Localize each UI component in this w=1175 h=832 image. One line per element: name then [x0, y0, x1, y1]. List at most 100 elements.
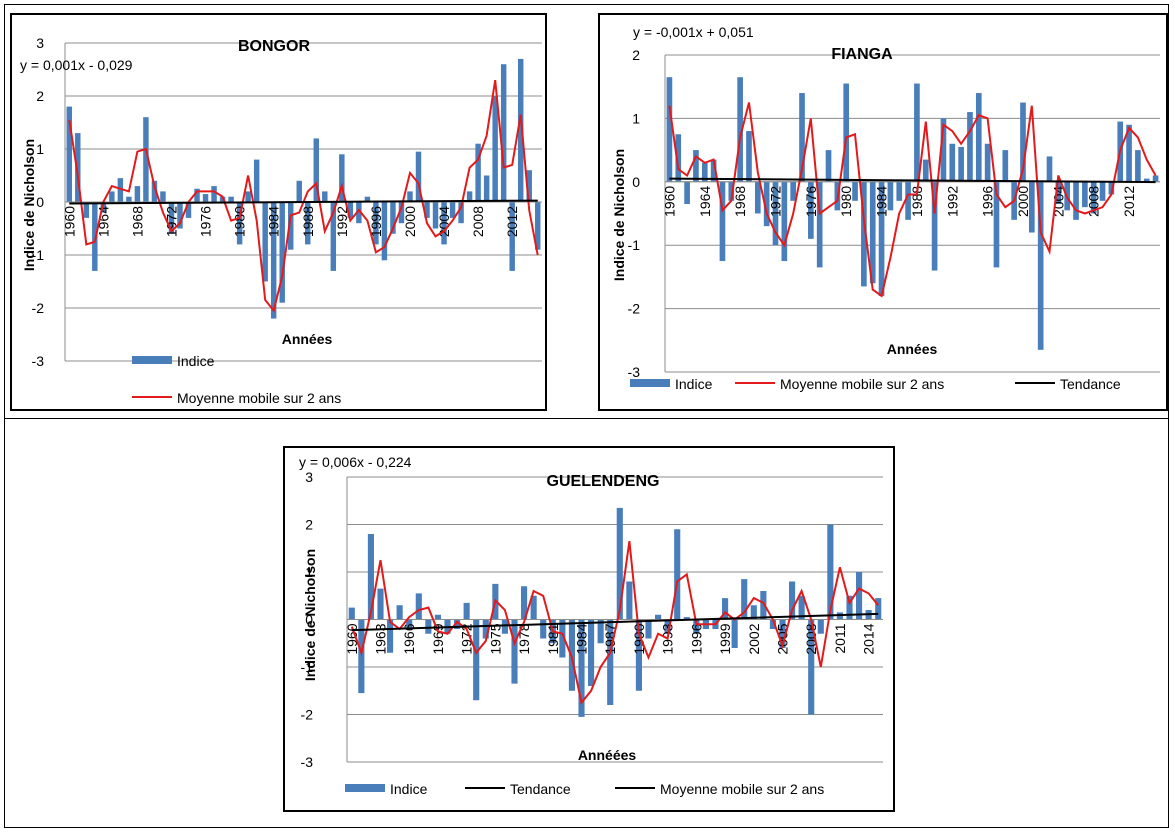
bar-1984 [270, 202, 277, 319]
bar-1998 [390, 202, 396, 234]
trend-equation: y = 0,001x - 0,029 [20, 57, 133, 73]
bar-2000 [407, 191, 413, 202]
bar-1968 [737, 77, 743, 182]
bar-1977 [511, 619, 518, 684]
bar-1986 [896, 181, 903, 201]
bar-1993 [958, 146, 964, 182]
bar-1966 [406, 619, 413, 629]
bar-1992 [339, 154, 345, 202]
bar-1996 [373, 202, 379, 245]
x-tick-label: 1976 [198, 206, 214, 237]
bar-1989 [626, 581, 633, 620]
bar-1982 [559, 619, 566, 658]
x-axis-title: Années [282, 331, 333, 347]
bar-1966 [117, 178, 124, 202]
x-tick-label: 1984 [874, 186, 890, 217]
x-tick-label: 1960 [61, 206, 77, 237]
bar-2003 [1046, 156, 1053, 182]
x-tick-label: 2002 [746, 623, 762, 654]
bar-1989 [313, 138, 320, 202]
moving-average-line [668, 102, 1157, 298]
y-axis-title: Indice de Nicholson [611, 149, 627, 281]
bar-1969 [143, 117, 149, 202]
bar-1975 [799, 93, 805, 182]
bar-1999 [398, 202, 405, 224]
bar-2014 [1143, 178, 1150, 182]
bar-2005 [779, 619, 786, 648]
bar-1982 [861, 181, 867, 287]
y-tick-label: -1 [32, 247, 45, 263]
chart-title: BONGOR [238, 38, 310, 55]
y-tick-label: 2 [305, 517, 313, 533]
bar-1967 [415, 593, 422, 620]
bar-1974 [185, 202, 192, 218]
bar-2006 [458, 202, 464, 224]
chart-fianga: 2 1 0 -1 -2 -3 1960 1964 1968 1972 1976 1980 1984 198… [611, 24, 1160, 392]
bar-2006 [1073, 181, 1079, 220]
x-tick-label: 1996 [368, 206, 384, 237]
bar-2013 [517, 58, 524, 203]
bar-1974 [482, 619, 489, 639]
x-tick-label: 1960 [661, 186, 677, 217]
x-tick-label: 1964 [95, 206, 111, 237]
chart-title: FIANGA [831, 46, 893, 63]
x-tick-label: 1972 [163, 206, 179, 237]
legend-label: Indice [390, 781, 428, 797]
bar-1980 [236, 202, 243, 245]
x-tick-label: 1972 [459, 623, 475, 654]
bar-1964 [100, 202, 107, 213]
bar-1972 [168, 202, 175, 234]
y-tick-label: -3 [301, 754, 314, 770]
bar-2015 [535, 202, 541, 250]
bar-1998 [1002, 150, 1009, 182]
bar-1984 [878, 181, 885, 296]
bar-2004 [441, 202, 447, 245]
bar-2012 [1126, 124, 1132, 182]
x-axis-title: Annéées [578, 747, 637, 763]
chart-bongor: 3 2 1 0 -1 -2 -3 1960 1964 1968 1972 1976 1980 1984 19… [20, 35, 542, 406]
bar-1981 [245, 191, 251, 202]
bar-1961 [358, 619, 365, 694]
bar-2012 [509, 202, 515, 271]
bar-1984 [578, 619, 585, 717]
y-tick-label: -2 [32, 300, 45, 316]
trend-equation: y = 0,006x - 0,224 [299, 454, 412, 470]
x-tick-label: 1996 [688, 623, 704, 654]
x-tick-label: 2012 [504, 206, 520, 237]
bar-1965 [109, 191, 115, 202]
bar-2014 [526, 170, 532, 202]
y-tick-label: 0 [632, 174, 640, 190]
bar-2015 [1152, 175, 1159, 182]
x-tick-label: 1960 [344, 623, 360, 654]
x-tick-label: 1988 [909, 186, 925, 217]
x-tick-label: 1964 [697, 186, 713, 217]
x-tick-label: 1963 [373, 623, 389, 654]
y-tick-label: -1 [628, 237, 641, 253]
bar-1990 [635, 619, 642, 691]
bar-1990 [931, 181, 938, 271]
bar-2007 [798, 595, 805, 620]
y-tick-label: 2 [632, 47, 640, 63]
bar-1994 [674, 529, 681, 620]
bar-1995 [683, 617, 690, 620]
trend-line [69, 199, 538, 205]
bar-1976 [808, 181, 814, 239]
bar-2000 [731, 619, 738, 648]
bar-2006 [789, 581, 796, 620]
bar-1980 [540, 619, 547, 639]
bar-2007 [1082, 181, 1088, 208]
bar-2007 [466, 191, 473, 202]
x-tick-label: 1968 [129, 206, 145, 237]
bar-2008 [475, 143, 481, 202]
bar-1988 [616, 507, 623, 620]
y-tick-label: -3 [32, 353, 45, 369]
bar-1995 [975, 93, 982, 182]
bar-1974 [790, 181, 796, 201]
bar-1971 [454, 619, 461, 629]
x-tick-label: 1966 [401, 623, 417, 654]
bar-1988 [305, 202, 311, 245]
y-tick-label: 0 [36, 194, 44, 210]
x-tick-label: 1975 [487, 623, 503, 654]
y-tick-label: -2 [628, 301, 641, 317]
bar-2009 [483, 175, 490, 202]
